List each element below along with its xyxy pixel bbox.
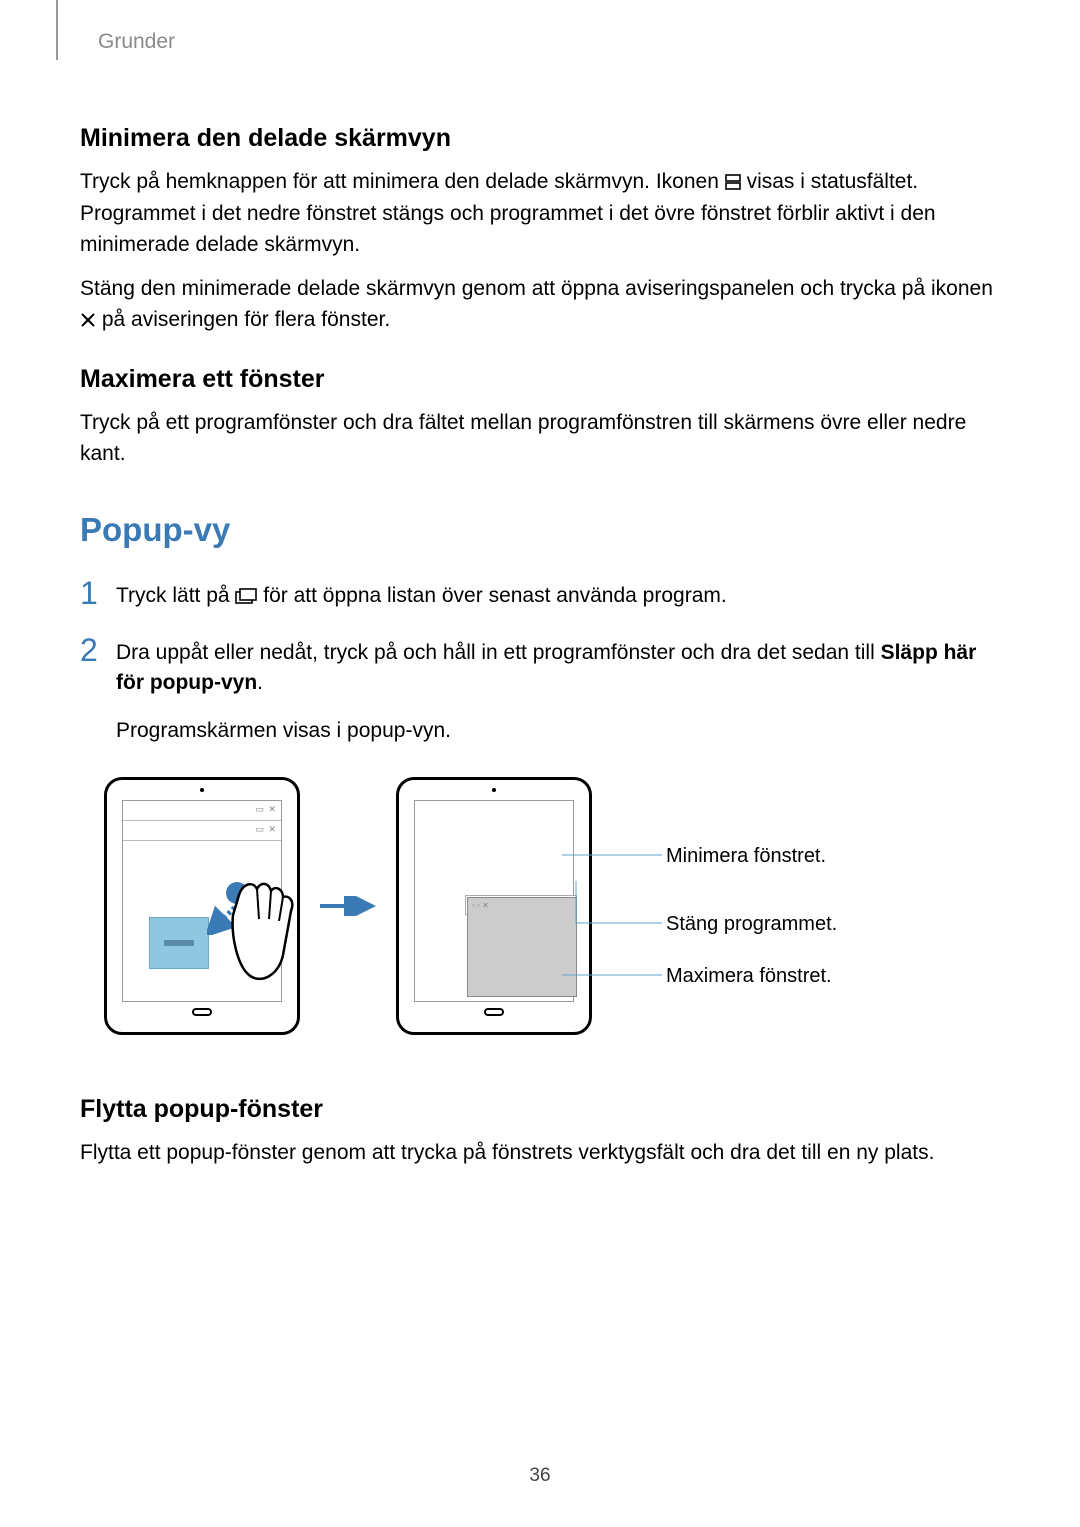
step-2-text-c: . bbox=[257, 671, 263, 694]
callout-group: Minimera fönstret. Stäng programmet. Max… bbox=[610, 777, 910, 1035]
row-icons-1: ▭ ✕ bbox=[255, 804, 277, 815]
tablet-before: ▭ ✕ ▭ ✕ bbox=[104, 777, 300, 1035]
heading-maximize-window: Maximera ett fönster bbox=[80, 365, 1000, 394]
step-2-para: Programskärmen visas i popup-vyn. bbox=[116, 716, 1000, 746]
callout-close-label: Stäng programmet. bbox=[666, 913, 837, 936]
para-minimize-1a: Tryck på hemknappen för att minimera den… bbox=[80, 170, 725, 193]
para-minimize-1: Tryck på hemknappen för att minimera den… bbox=[80, 167, 1000, 260]
drag-app-box bbox=[149, 917, 209, 969]
callout-minimize-label: Minimera fönstret. bbox=[666, 845, 826, 868]
popup-window: ▫ ▫ ✕ bbox=[467, 897, 577, 997]
home-button-icon-2 bbox=[484, 1008, 504, 1016]
step-1-number: 1 bbox=[80, 577, 116, 609]
tablet-camera-icon-2 bbox=[492, 788, 496, 792]
breadcrumb: Grunder bbox=[98, 30, 1000, 54]
callout-maximize-label: Maximera fönstret. bbox=[666, 965, 832, 988]
recents-icon bbox=[235, 583, 257, 613]
para-minimize-2: Stäng den minimerade delade skärmvyn gen… bbox=[80, 274, 1000, 337]
para-maximize: Tryck på ett programfönster och dra fält… bbox=[80, 408, 1000, 469]
tablet-before-screen: ▭ ✕ ▭ ✕ bbox=[122, 800, 282, 1002]
arrow-between-icon bbox=[318, 896, 378, 916]
callout-close: Stäng programmet. bbox=[666, 913, 837, 936]
step-2-text-a: Dra uppåt eller nedåt, tryck på och håll… bbox=[116, 641, 881, 664]
para-minimize-2a: Stäng den minimerade delade skärmvyn gen… bbox=[80, 277, 993, 300]
page-number: 36 bbox=[0, 1465, 1080, 1487]
callout-maximize: Maximera fönstret. bbox=[666, 965, 832, 988]
step-1: 1 Tryck lätt på för att öppna listan öve… bbox=[80, 577, 1000, 613]
popup-mini-icons: ▫ ▫ ✕ bbox=[472, 901, 489, 910]
para-move-popup: Flytta ett popup-fönster genom att tryck… bbox=[80, 1138, 1000, 1168]
illustration-popup: ▭ ✕ ▭ ✕ bbox=[104, 777, 1000, 1035]
tablet-after-screen: ▫ ▫ ✕ bbox=[414, 800, 574, 1002]
drag-arrow-icon bbox=[207, 895, 247, 935]
heading-minimize-split: Minimera den delade skärmvyn bbox=[80, 124, 1000, 153]
para-minimize-2b: på aviseringen för flera fönster. bbox=[102, 308, 390, 331]
heading-popup-view: Popup-vy bbox=[80, 511, 1000, 549]
callout-lines bbox=[562, 777, 862, 1035]
step-1-text-a: Tryck lätt på bbox=[116, 584, 235, 607]
tablet-camera-icon bbox=[200, 788, 204, 792]
step-2: 2 Dra uppåt eller nedåt, tryck på och hå… bbox=[80, 634, 1000, 747]
row-icons-2: ▭ ✕ bbox=[255, 824, 277, 835]
split-screen-icon bbox=[725, 169, 741, 199]
page-side-tick bbox=[56, 0, 58, 60]
callout-minimize: Minimera fönstret. bbox=[666, 845, 826, 868]
heading-move-popup: Flytta popup-fönster bbox=[80, 1095, 1000, 1124]
step-2-number: 2 bbox=[80, 634, 116, 666]
home-button-icon bbox=[192, 1008, 212, 1016]
hand-icon bbox=[219, 875, 299, 995]
close-x-icon bbox=[80, 307, 96, 337]
step-1-text-b: för att öppna listan över senast använda… bbox=[263, 584, 726, 607]
